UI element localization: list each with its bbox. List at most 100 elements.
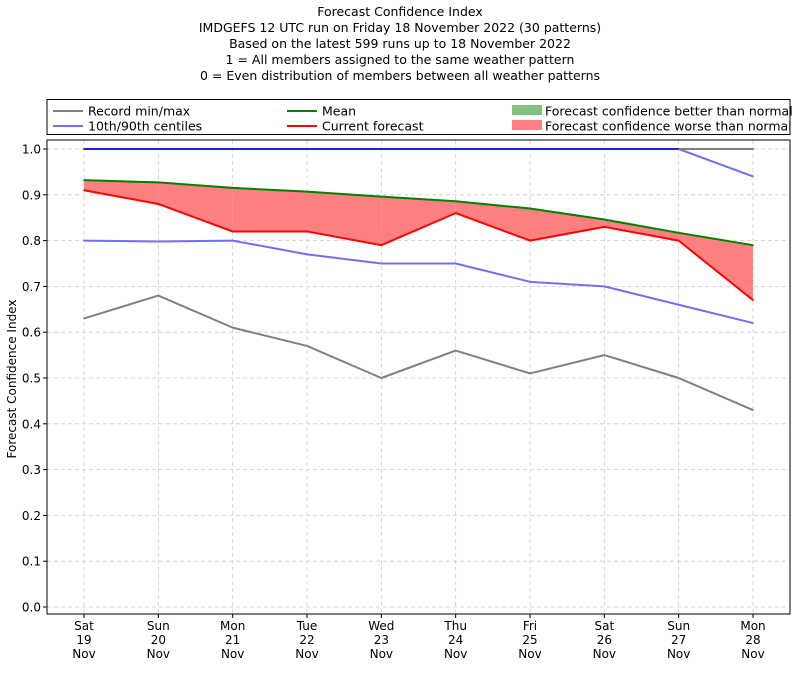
data-point-record_min	[306, 345, 308, 347]
data-point-p10	[231, 239, 234, 242]
data-point-record_min	[231, 326, 234, 329]
data-point-p10	[306, 253, 308, 256]
data-point-mean	[306, 190, 308, 193]
legend-centiles-label: 10th/90th centiles	[88, 119, 202, 134]
x-tick-label: Sat	[74, 619, 94, 633]
data-point-record_max	[454, 148, 457, 150]
legend-better-label: Forecast confidence better than normal	[545, 104, 793, 119]
data-point-record_min	[529, 372, 531, 375]
worse-than-normal-area	[381, 196, 456, 246]
x-tick-label: 20	[151, 633, 166, 647]
x-tick-label: Nov	[741, 647, 764, 661]
data-point-mean	[752, 244, 754, 246]
y-axis-label: Forecast Confidence Index	[5, 300, 19, 459]
y-tick-label: 0.8	[22, 234, 41, 248]
series-line-p90	[84, 148, 754, 178]
data-point-current	[752, 299, 754, 301]
data-point-p10	[157, 240, 160, 243]
x-tick-label: Sun	[667, 619, 690, 633]
data-point-mean	[380, 195, 383, 198]
data-point-record_max	[231, 148, 234, 150]
data-point-mean	[231, 187, 234, 189]
data-point-record_max	[306, 148, 308, 150]
data-point-record_max	[157, 148, 160, 150]
chart-subtitle-scale-min: 0 = Even distribution of members between…	[199, 68, 601, 83]
data-point-current	[83, 189, 85, 192]
y-tick-label: 0.0	[22, 601, 41, 615]
data-point-current	[677, 239, 680, 242]
data-point-p10	[752, 322, 754, 324]
plot-frame	[46, 139, 791, 615]
confidence-fill-layer	[84, 180, 753, 301]
data-point-record_max	[603, 148, 606, 150]
data-point-record_min	[677, 377, 680, 379]
data-point-record_max	[529, 148, 531, 150]
y-tick-label: 0.1	[22, 555, 41, 569]
legend: Record min/max 10th/90th centiles Mean C…	[46, 99, 793, 135]
data-point-p90	[752, 175, 754, 178]
data-point-current	[231, 230, 234, 233]
x-tick-label: Nov	[518, 647, 541, 661]
series-line-mean	[83, 179, 754, 247]
y-tick-label: 0.2	[22, 509, 41, 523]
legend-worse-swatch	[512, 120, 542, 130]
data-point-mean	[83, 179, 85, 181]
x-tick-label: 28	[745, 633, 760, 647]
data-point-mean	[603, 218, 606, 221]
chart-subtitle-run: IMDGEFS 12 UTC run on Friday 18 November…	[198, 20, 602, 35]
legend-worse-label: Forecast confidence worse than normal	[545, 119, 792, 134]
data-point-record_max	[83, 148, 85, 150]
x-tick-label: 25	[522, 633, 537, 647]
x-tick-label: Nov	[667, 647, 690, 661]
legend-mean-label: Mean	[322, 104, 356, 119]
chart-title: Forecast Confidence Index	[317, 4, 483, 19]
x-tick-label: Nov	[221, 647, 244, 661]
data-point-record_min	[380, 377, 383, 379]
worse-than-normal-area	[455, 201, 530, 241]
y-tick-label: 0.9	[22, 188, 41, 202]
x-tick-label: Tue	[296, 619, 318, 633]
worse-than-normal-area	[678, 232, 753, 301]
x-tick-label: Thu	[443, 619, 467, 633]
data-point-record_min	[454, 349, 457, 352]
data-point-mean	[157, 181, 160, 184]
series-line-p10	[83, 239, 754, 325]
data-point-record_min	[83, 317, 85, 320]
data-point-p10	[677, 303, 680, 306]
data-point-record_max	[380, 148, 383, 150]
y-tick-label: 0.7	[22, 280, 41, 294]
series-line-record_min	[83, 294, 754, 411]
x-tick-label: 23	[374, 633, 389, 647]
x-tick-label: 21	[225, 633, 240, 647]
y-tick-label: 0.3	[22, 463, 41, 477]
data-point-current	[380, 244, 383, 246]
chart-subtitle-scale-max: 1 = All members assigned to the same wea…	[225, 52, 575, 67]
legend-record-label: Record min/max	[88, 104, 190, 119]
worse-than-normal-area	[232, 187, 307, 232]
series-line-current	[83, 189, 754, 301]
x-tick-label: Fri	[523, 619, 537, 633]
x-tick-label: Mon	[740, 619, 765, 633]
data-point-record_min	[752, 409, 754, 411]
data-point-p10	[454, 262, 457, 265]
chart-title-block: Forecast Confidence Index IMDGEFS 12 UTC…	[0, 4, 800, 84]
x-tick-label: Mon	[220, 619, 245, 633]
data-point-mean	[677, 232, 680, 234]
data-point-p10	[83, 239, 85, 242]
axes: 0.00.10.20.30.40.50.60.70.80.91.0Sat19No…	[22, 139, 791, 661]
data-point-current	[529, 239, 531, 242]
data-point-p10	[380, 262, 383, 265]
series-layer	[83, 148, 754, 411]
legend-current-label: Current forecast	[322, 119, 424, 134]
x-tick-label: 24	[448, 633, 463, 647]
x-tick-label: Nov	[370, 647, 393, 661]
data-point-p10	[529, 281, 531, 283]
worse-than-normal-area	[307, 191, 382, 246]
x-tick-label: 27	[671, 633, 686, 647]
y-tick-label: 0.5	[22, 372, 41, 386]
data-point-record_min	[157, 294, 160, 297]
chart-subtitle-basis: Based on the latest 599 runs up to 18 No…	[229, 36, 571, 51]
x-tick-label: Nov	[295, 647, 318, 661]
x-tick-label: 22	[299, 633, 314, 647]
legend-box	[46, 99, 791, 135]
